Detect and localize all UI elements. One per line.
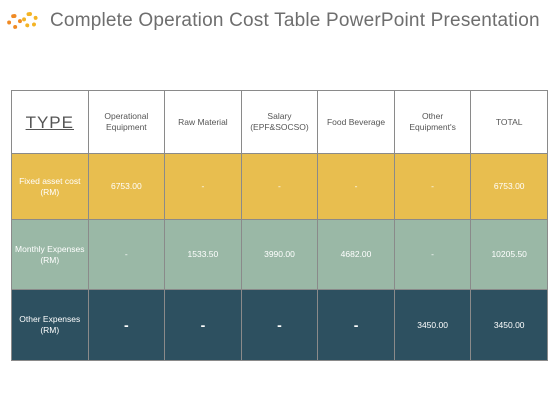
table-row-other-expenses: Other Expenses (RM) - - - - 3450.00 3450… xyxy=(11,289,548,361)
slide-title: Complete Operation Cost Table PowerPoint… xyxy=(50,10,540,31)
table-row-monthly-expenses: Monthly Expenses (RM) - 1533.50 3990.00 … xyxy=(11,219,548,290)
gear-icon xyxy=(7,14,22,29)
table-cell: 6753.00 xyxy=(470,153,548,220)
table-cell: 4682.00 xyxy=(317,219,395,290)
header-type: TYPE xyxy=(11,90,89,154)
row-label: Other Expenses (RM) xyxy=(11,289,89,361)
table-cell: 3450.00 xyxy=(393,289,472,361)
gear-icon xyxy=(22,12,38,28)
table-row-fixed-asset-cost: Fixed asset cost (RM) 6753.00 - - - - 67… xyxy=(11,153,548,220)
table-header-row: TYPE Operational Equipment Raw Material … xyxy=(11,90,548,154)
row-label: Monthly Expenses (RM) xyxy=(11,219,89,290)
gears-icon xyxy=(6,10,40,32)
table-cell: - xyxy=(87,289,166,361)
table-cell: - xyxy=(317,289,395,361)
header-operational-equipment: Operational Equipment xyxy=(87,90,166,154)
table-cell: - xyxy=(240,289,319,361)
table-cell: - xyxy=(393,153,472,220)
table-cell: - xyxy=(317,153,395,220)
table-cell: - xyxy=(87,219,166,290)
header-total: TOTAL xyxy=(470,90,548,154)
header-raw-material: Raw Material xyxy=(164,90,242,154)
table-cell: - xyxy=(164,153,242,220)
table-cell: 6753.00 xyxy=(87,153,166,220)
slide-header: Complete Operation Cost Table PowerPoint… xyxy=(6,8,540,34)
table-cell: - xyxy=(240,153,319,220)
operation-cost-table: TYPE Operational Equipment Raw Material … xyxy=(11,90,548,361)
header-salary: Salary (EPF&SOCSO) xyxy=(240,90,319,154)
row-label: Fixed asset cost (RM) xyxy=(11,153,89,220)
header-food-beverage: Food Beverage xyxy=(317,90,395,154)
table-cell: 1533.50 xyxy=(164,219,242,290)
table-cell: - xyxy=(393,219,472,290)
table-cell: - xyxy=(164,289,242,361)
table-cell: 3990.00 xyxy=(240,219,319,290)
table-cell: 3450.00 xyxy=(470,289,548,361)
table-cell: 10205.50 xyxy=(470,219,548,290)
header-other-equipment: Other Equipment's xyxy=(393,90,472,154)
